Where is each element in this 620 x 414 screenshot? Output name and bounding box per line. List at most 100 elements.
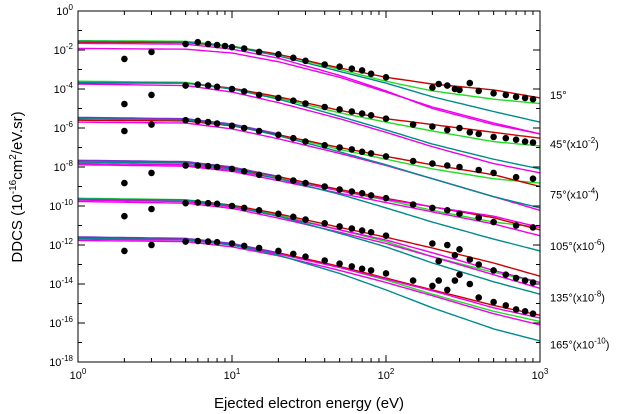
data-point-3-6: [213, 120, 221, 127]
data-point-1-28: [502, 91, 510, 99]
data-point-3-13: [321, 142, 329, 149]
data-point-1-13: [302, 57, 309, 65]
data-point-5-4: [194, 199, 202, 206]
data-point-6-11: [290, 250, 297, 258]
data-point-5-23: [456, 246, 463, 253]
data-point-3-20: [429, 160, 436, 167]
data-point-4-5: [204, 162, 212, 170]
y-tick-label-7: 10-12: [49, 237, 73, 252]
data-point-3-24: [490, 169, 497, 177]
data-point-5-18: [382, 232, 390, 239]
data-point-3-14: [336, 144, 343, 151]
data-point-4-1: [121, 179, 128, 187]
data-point-1-18: [367, 70, 375, 78]
data-point-5-30: [529, 279, 537, 286]
data-point-6-6: [213, 238, 221, 246]
data-point-6-29: [512, 306, 520, 313]
data-point-1-29: [512, 93, 520, 101]
data-point-3-21: [444, 162, 451, 169]
data-point-6-3: [182, 238, 189, 245]
data-point-4-12: [302, 179, 309, 187]
data-point-1-26: [475, 87, 483, 95]
data-point-6-20: [429, 282, 436, 290]
data-point-6-9: [255, 244, 263, 252]
data-point-2-1: [121, 100, 128, 108]
data-point-4-19: [409, 201, 417, 208]
data-point-6-16: [358, 265, 366, 273]
data-point-6-28: [502, 302, 510, 309]
data-point-4-14: [336, 186, 343, 193]
data-point-1-16: [348, 65, 356, 72]
data-point-1-14: [321, 61, 329, 68]
x-tick-label-4: 103: [532, 367, 549, 382]
curve-4-teal-5: [78, 161, 540, 252]
data-point-6-18: [382, 270, 390, 277]
data-point-2-18: [382, 115, 390, 122]
data-point-6-2: [148, 241, 155, 249]
data-point-3-18: [382, 153, 390, 160]
curve-1-green-1: [78, 40, 540, 105]
curve-6-red-2: [78, 237, 540, 316]
data-point-1-6: [213, 41, 221, 49]
data-point-5-22: [451, 251, 459, 259]
data-point-1-19: [382, 74, 390, 81]
data-point-1-5: [204, 40, 212, 48]
data-point-2-29: [529, 139, 537, 146]
x-axis-label: Ejected electron energy (eV): [214, 395, 404, 412]
data-point-3-19: [409, 157, 417, 165]
data-point-6-30: [521, 308, 529, 315]
data-point-4-21: [444, 207, 451, 214]
data-point-2-15: [348, 108, 356, 115]
data-point-2-27: [512, 136, 520, 143]
data-point-4-13: [321, 183, 329, 190]
data-point-2-6: [213, 83, 221, 91]
data-point-2-21: [444, 126, 451, 134]
data-point-1-7: [221, 42, 229, 50]
data-point-1-25: [466, 79, 474, 87]
data-point-4-22: [456, 210, 463, 218]
data-point-2-2: [148, 91, 155, 99]
data-point-3-25: [512, 173, 520, 181]
data-point-5-28: [512, 274, 520, 282]
data-point-5-6: [213, 200, 221, 208]
data-point-5-26: [490, 267, 497, 274]
data-point-3-10: [275, 131, 282, 139]
data-point-5-13: [321, 220, 329, 227]
data-point-6-13: [321, 257, 329, 264]
data-point-5-17: [367, 229, 375, 236]
data-point-3-9: [255, 127, 263, 135]
curve-5-magenta-4: [78, 200, 540, 289]
data-point-5-3: [182, 199, 189, 207]
data-point-5-12: [302, 216, 309, 223]
angle-label-5: 135°(x10-8): [550, 290, 605, 305]
x-tick-labels: 100 101 102 103: [70, 367, 549, 382]
data-point-6-24: [456, 271, 463, 279]
data-point-1-15: [336, 63, 343, 70]
data-point-1-2: [148, 48, 155, 56]
data-point-2-20: [429, 123, 436, 130]
data-point-6-10: [275, 247, 282, 255]
data-point-1-24: [456, 86, 463, 94]
data-point-2-14: [336, 106, 343, 113]
data-point-2-24: [475, 130, 483, 138]
data-point-2-28: [521, 138, 529, 145]
data-point-3-26: [529, 175, 537, 182]
angle-label-6: 165°(x10-10): [550, 336, 609, 351]
curve-4-magenta-4: [78, 164, 540, 237]
data-point-1-17: [358, 67, 366, 74]
data-point-6-17: [367, 267, 375, 274]
curve-2-teal-4: [78, 81, 540, 170]
angle-labels: 15° 45°(x10-2) 75°(x10-4) 105°(x10-6) 135°(x…: [550, 90, 609, 352]
data-point-3-3: [182, 116, 189, 124]
data-point-2-17: [367, 112, 375, 119]
data-point-4-8: [240, 168, 248, 175]
data-point-6-19: [409, 277, 417, 284]
data-point-5-14: [336, 223, 343, 230]
data-point-4-2: [148, 169, 155, 177]
curve-5-teal-5: [78, 198, 540, 295]
data-point-6-22: [444, 286, 451, 294]
data-point-2-25: [490, 133, 497, 141]
x-tick-label-1: 100: [70, 367, 87, 382]
data-point-5-24: [466, 256, 474, 263]
